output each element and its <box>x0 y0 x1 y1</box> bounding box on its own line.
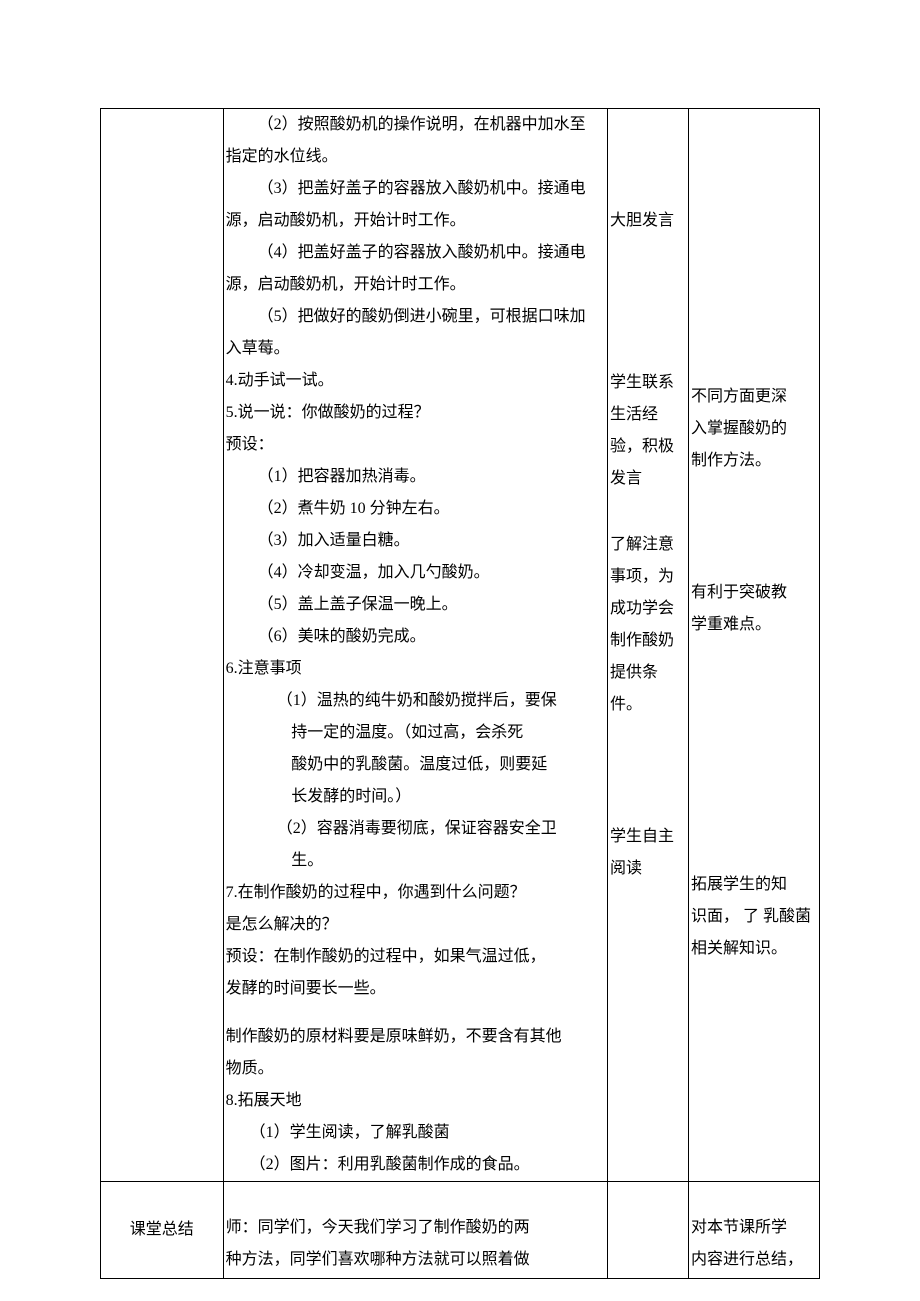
text: 内容进行总结， <box>691 1244 817 1276</box>
text: 识面， 了 乳酸菌 <box>691 901 817 933</box>
text: 预设： <box>226 429 605 461</box>
text: 源，启动酸奶机，开始计时工作。 <box>226 205 605 237</box>
cell-r2c1: 课堂总结 <box>101 1182 224 1279</box>
text: （3）把盖好盖子的容器放入酸奶机中。接通电 <box>226 173 605 205</box>
text: 不同方面更深 <box>691 381 817 413</box>
text: 提供条 <box>610 657 686 689</box>
cell-r1c4: 不同方面更深 入掌握酸奶的 制作方法。 有利于突破教 学重难点。 拓展学生的知 … <box>689 109 820 1182</box>
text: （2）煮牛奶 10 分钟左右。 <box>226 493 605 525</box>
text: 成功学会 <box>610 593 686 625</box>
text: 酸奶中的乳酸菌。温度过低，则要延 <box>226 749 605 781</box>
text: 学重难点。 <box>691 609 817 641</box>
blank-line <box>226 1005 605 1021</box>
text: 拓展学生的知 <box>691 869 817 901</box>
text: （2）图片：利用乳酸菌制作成的食品。 <box>226 1149 605 1181</box>
text: 源，启动酸奶机，开始计时工作。 <box>226 269 605 301</box>
text: 预设：在制作酸奶的过程中，如果气温过低， <box>226 941 605 973</box>
text: （2）按照酸奶机的操作说明，在机器中加水至 <box>226 109 605 141</box>
text: 6.注意事项 <box>226 653 605 685</box>
text: 长发酵的时间。） <box>226 781 605 813</box>
text: 相关解知识。 <box>691 933 817 965</box>
text: 件。 <box>610 689 686 721</box>
text: 制作酸奶的原材料要是原味鲜奶，不要含有其他 <box>226 1021 605 1053</box>
text: 是怎么解决的？ <box>226 909 605 941</box>
text: 种方法，同学们喜欢哪种方法就可以照着做 <box>226 1244 605 1276</box>
text: 制作方法。 <box>691 445 817 477</box>
cell-r2c4: 对本节课所学 内容进行总结， <box>689 1182 820 1279</box>
text: 事项，为 <box>610 561 686 593</box>
section-label-summary: 课堂总结 <box>101 1182 223 1278</box>
cell-r2c3 <box>608 1182 689 1279</box>
text: （2）容器消毒要彻底，保证容器安全卫 <box>226 813 605 845</box>
text: （1）温热的纯牛奶和酸奶搅拌后，要保 <box>226 685 605 717</box>
text: 持一定的温度。（如过高，会杀死 <box>226 717 605 749</box>
text: 4.动手试一试。 <box>226 365 605 397</box>
text: 制作酸奶 <box>610 625 686 657</box>
text: 物质。 <box>226 1053 605 1085</box>
blank-line <box>226 1182 605 1212</box>
text: （4）把盖好盖子的容器放入酸奶机中。接通电 <box>226 237 605 269</box>
text: 阅读 <box>610 853 686 885</box>
text: 学生自主 <box>610 821 686 853</box>
text: 有利于突破教 <box>691 577 817 609</box>
text: 对本节课所学 <box>691 1212 817 1244</box>
text: （1）把容器加热消毒。 <box>226 461 605 493</box>
table-row-summary: 课堂总结 师：同学们，今天我们学习了制作酸奶的两 种方法，同学们喜欢哪种方法就可… <box>101 1182 820 1279</box>
text: 生。 <box>226 845 605 877</box>
text: 7.在制作酸奶的过程中，你遇到什么问题？ <box>226 877 605 909</box>
text: 入掌握酸奶的 <box>691 413 817 445</box>
text: 了解注意 <box>610 529 686 561</box>
text: 师：同学们，今天我们学习了制作酸奶的两 <box>226 1212 605 1244</box>
text: 发言 <box>610 463 686 495</box>
page: （2）按照酸奶机的操作说明，在机器中加水至 指定的水位线。 （3）把盖好盖子的容… <box>0 0 920 1301</box>
text: （4）冷却变温，加入几勺酸奶。 <box>226 557 605 589</box>
text: 入草莓。 <box>226 333 605 365</box>
blank-line <box>691 1182 817 1212</box>
lesson-table: （2）按照酸奶机的操作说明，在机器中加水至 指定的水位线。 （3）把盖好盖子的容… <box>100 108 820 1279</box>
text: （5）把做好的酸奶倒进小碗里，可根据口味加 <box>226 301 605 333</box>
text: 指定的水位线。 <box>226 141 605 173</box>
text: （1）学生阅读，了解乳酸菌 <box>226 1117 605 1149</box>
table-row-main: （2）按照酸奶机的操作说明，在机器中加水至 指定的水位线。 （3）把盖好盖子的容… <box>101 109 820 1182</box>
cell-r2c2: 师：同学们，今天我们学习了制作酸奶的两 种方法，同学们喜欢哪种方法就可以照着做 <box>223 1182 607 1279</box>
text: 生活经 <box>610 399 686 431</box>
text: 发酵的时间要长一些。 <box>226 973 605 1005</box>
text: 5.说一说：你做酸奶的过程？ <box>226 397 605 429</box>
cell-r1c2: （2）按照酸奶机的操作说明，在机器中加水至 指定的水位线。 （3）把盖好盖子的容… <box>223 109 607 1182</box>
text: （6）美味的酸奶完成。 <box>226 621 605 653</box>
text: 验，积极 <box>610 431 686 463</box>
cell-r1c3: 大胆发言 学生联系 生活经 验，积极 发言 了解注意 事项，为 成功学会 制作酸… <box>608 109 689 1182</box>
cell-r1c1 <box>101 109 224 1182</box>
text: 学生联系 <box>610 367 686 399</box>
text: （3）加入适量白糖。 <box>226 525 605 557</box>
text: 8.拓展天地 <box>226 1085 605 1117</box>
text: 大胆发言 <box>610 205 686 237</box>
text: （5）盖上盖子保温一晚上。 <box>226 589 605 621</box>
